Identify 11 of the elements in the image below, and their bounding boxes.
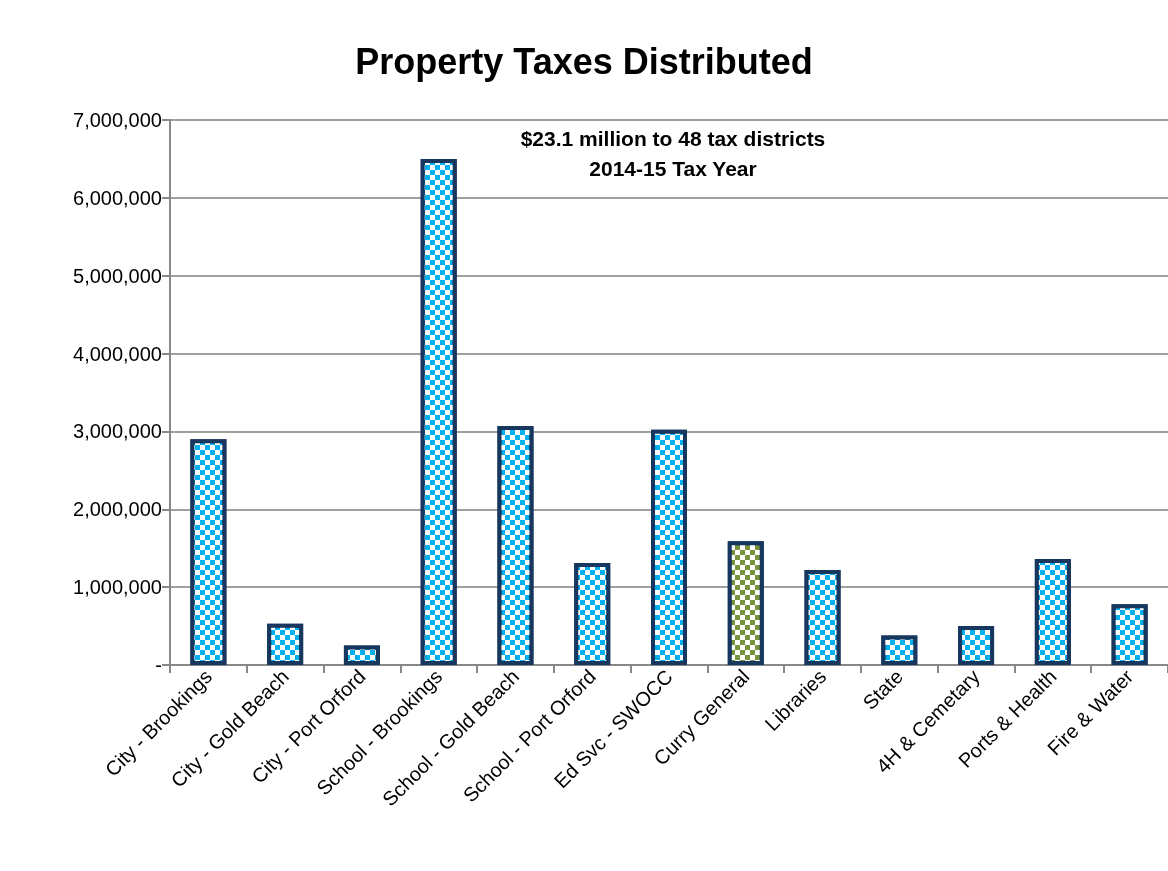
annotation: 2014-15 Tax Year: [589, 157, 757, 180]
y-tick-label: -: [155, 654, 162, 676]
y-tick-label: 1,000,000: [73, 576, 162, 599]
y-tick-label: 4,000,000: [73, 342, 162, 365]
y-tick-label: 6,000,000: [73, 186, 162, 209]
y-tick-label: 5,000,000: [73, 264, 162, 287]
y-tick-label: 3,000,000: [73, 420, 162, 443]
chart-title: Property Taxes Distributed: [355, 40, 813, 82]
y-tick-label: 2,000,000: [73, 498, 162, 521]
annotation: $23.1 million to 48 tax districts: [520, 127, 826, 150]
y-tick-label: 7,000,000: [73, 109, 162, 131]
